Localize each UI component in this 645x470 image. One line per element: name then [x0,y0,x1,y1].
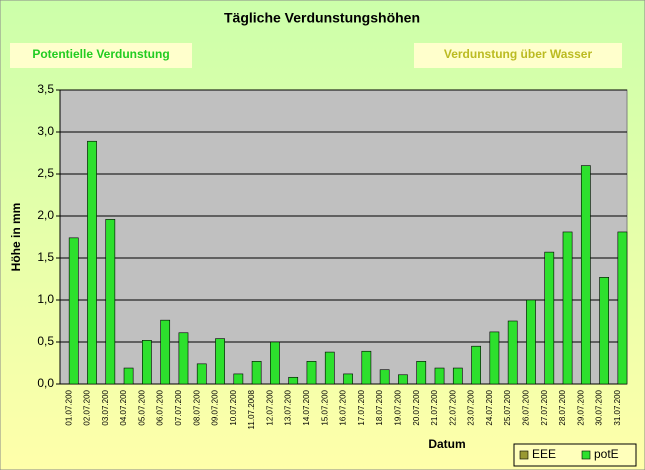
x-tick-label: 29.07.200 [576,389,585,425]
bar [142,340,152,385]
bar [617,231,628,385]
x-tick-label: 12.07.200 [265,389,274,425]
x-tick-label: 06.07.200 [156,389,165,425]
x-tick-label: 26.07.200 [522,389,531,425]
x-tick-label: 16.07.200 [339,389,348,425]
bar [580,165,591,385]
x-tick-label: 02.07.200 [83,389,92,425]
x-tick-label: 13.07.200 [284,389,293,425]
y-tick-label: 3,0 [37,124,54,138]
bar [544,251,555,385]
x-tick-label: 19.07.200 [393,389,402,425]
x-tick-label: 21.07.200 [430,389,439,425]
chart-title: Tägliche Verdunstungshöhen [224,10,420,26]
x-tick-label: 04.07.200 [119,389,128,425]
bar [471,345,481,385]
x-tick-label: 14.07.200 [302,389,311,425]
y-tick-label: 2,0 [37,208,54,222]
bar [526,299,536,385]
bar [196,363,207,385]
bar [123,367,134,385]
bar [324,351,335,385]
x-tick-label: 05.07.200 [137,389,146,425]
bar [87,140,97,385]
bar [178,332,189,385]
legend-swatch [519,450,529,460]
x-tick-label: 17.07.200 [357,389,366,425]
bar [416,361,427,385]
x-tick-label: 08.07.200 [192,389,201,425]
x-tick-label: 30.07.200 [595,389,604,425]
x-tick-label: 23.07.200 [467,389,476,425]
bar [288,376,299,385]
y-tick-label: 0,5 [37,334,54,348]
bar [562,231,573,385]
x-tick-label: 28.07.200 [558,389,567,425]
bar [251,361,262,385]
bar [489,331,500,385]
bar [507,320,518,385]
bar [398,374,408,385]
bar [379,369,390,385]
x-tick-label: 07.07.200 [174,389,183,425]
x-tick-label: 09.07.200 [211,389,220,425]
bar [434,367,445,385]
bar [105,219,116,385]
bar [306,361,317,385]
bar [452,367,463,385]
x-tick-label: 01.07.200 [64,389,73,425]
bar [160,319,171,385]
bar [68,237,79,385]
x-tick-label: 15.07.200 [320,389,329,425]
x-tick-label: 22.07.200 [448,389,457,425]
plot-area [59,89,628,385]
x-tick-label: 20.07.200 [412,389,421,425]
y-tick-label: 3,5 [37,82,54,96]
y-tick-label: 1,5 [37,250,54,264]
bar [233,373,244,385]
bar [343,373,353,385]
bar [270,341,280,385]
y-tick-label: 2,5 [37,166,54,180]
button-label[interactable]: Verdunstung über Wasser [444,47,593,61]
button-label[interactable]: Potentielle Verdunstung [32,47,169,61]
x-tick-label: 11.07.2008 [247,389,256,429]
y-axis-label: Höhe in mm [9,203,23,272]
bar [599,277,610,385]
button[interactable] [10,43,192,68]
legend-swatch [581,450,591,460]
legend-label: potE [594,447,619,461]
x-tick-label: 27.07.200 [540,389,549,425]
x-tick-label: 25.07.200 [503,389,512,425]
x-tick-label: 10.07.200 [229,389,238,425]
x-tick-label: 31.07.200 [613,389,622,425]
button[interactable] [414,43,622,68]
y-tick-label: 0,0 [37,376,54,390]
x-tick-label: 24.07.200 [485,389,494,425]
legend-label: EEE [532,447,556,461]
x-tick-label: 18.07.200 [375,389,384,425]
x-axis-label: Datum [428,437,465,451]
x-tick-label: 03.07.200 [101,389,110,425]
bar [215,338,225,385]
legend [513,443,637,467]
y-tick-label: 1,0 [37,292,54,306]
bar [361,350,372,385]
